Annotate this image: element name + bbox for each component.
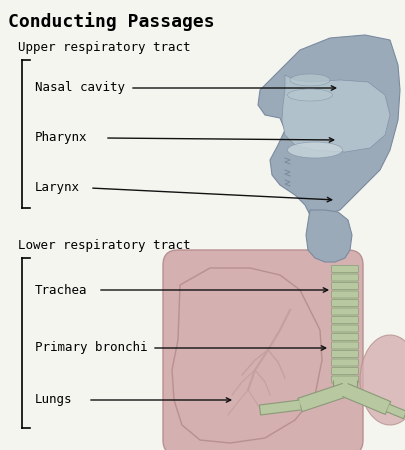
Text: Trachea: Trachea [35,284,87,297]
FancyBboxPatch shape [331,274,358,281]
FancyBboxPatch shape [331,291,358,298]
Text: Lungs: Lungs [35,393,72,406]
FancyBboxPatch shape [331,376,358,383]
FancyBboxPatch shape [331,351,358,357]
Ellipse shape [359,335,405,425]
Ellipse shape [287,89,332,101]
FancyBboxPatch shape [331,359,358,366]
PathPatch shape [332,380,356,390]
FancyBboxPatch shape [162,250,362,450]
FancyBboxPatch shape [331,342,358,349]
Text: Nasal cavity: Nasal cavity [35,81,125,94]
PathPatch shape [386,404,405,419]
Text: Primary bronchi: Primary bronchi [35,342,147,355]
FancyBboxPatch shape [331,308,358,315]
PathPatch shape [281,75,389,152]
FancyBboxPatch shape [331,333,358,341]
FancyBboxPatch shape [331,283,358,289]
FancyBboxPatch shape [331,300,358,306]
FancyBboxPatch shape [331,316,358,324]
FancyBboxPatch shape [331,368,358,374]
PathPatch shape [341,383,390,414]
Ellipse shape [289,74,329,86]
Text: Larynx: Larynx [35,181,80,194]
PathPatch shape [305,210,351,262]
FancyBboxPatch shape [331,325,358,332]
Text: Pharynx: Pharynx [35,131,87,144]
Text: Upper respiratory tract: Upper respiratory tract [18,41,190,54]
Bar [333,265,355,385]
Text: Conducting Passages: Conducting Passages [8,13,214,32]
PathPatch shape [259,400,300,415]
Ellipse shape [287,142,342,158]
FancyBboxPatch shape [331,266,358,273]
PathPatch shape [257,35,399,215]
PathPatch shape [297,383,346,412]
PathPatch shape [172,268,321,443]
Text: Lower respiratory tract: Lower respiratory tract [18,238,190,252]
